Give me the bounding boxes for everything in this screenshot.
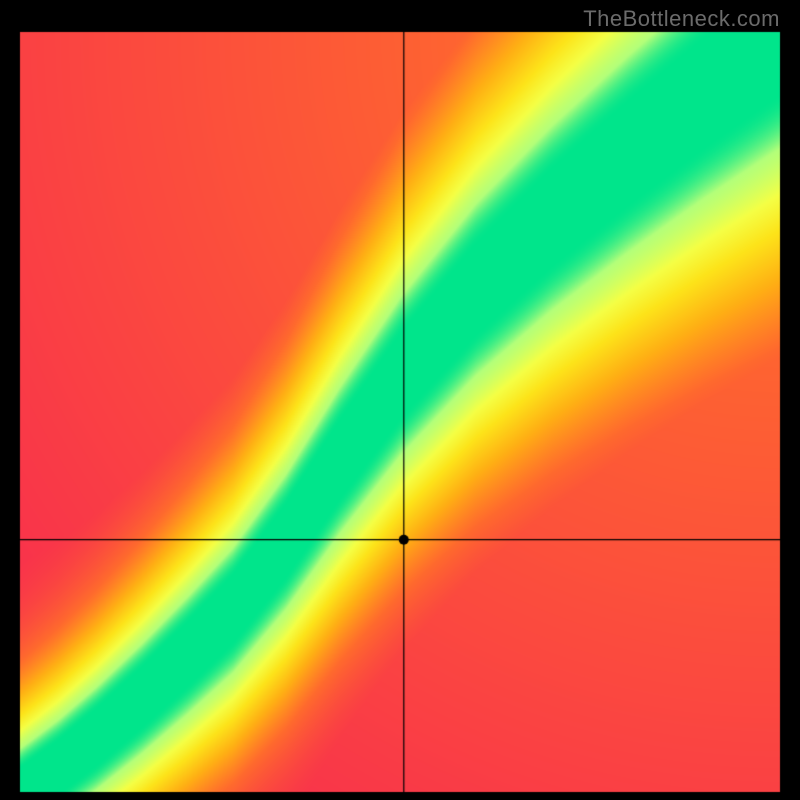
watermark-text: TheBottleneck.com xyxy=(583,6,780,32)
bottleneck-heatmap xyxy=(0,0,800,800)
chart-container: TheBottleneck.com xyxy=(0,0,800,800)
